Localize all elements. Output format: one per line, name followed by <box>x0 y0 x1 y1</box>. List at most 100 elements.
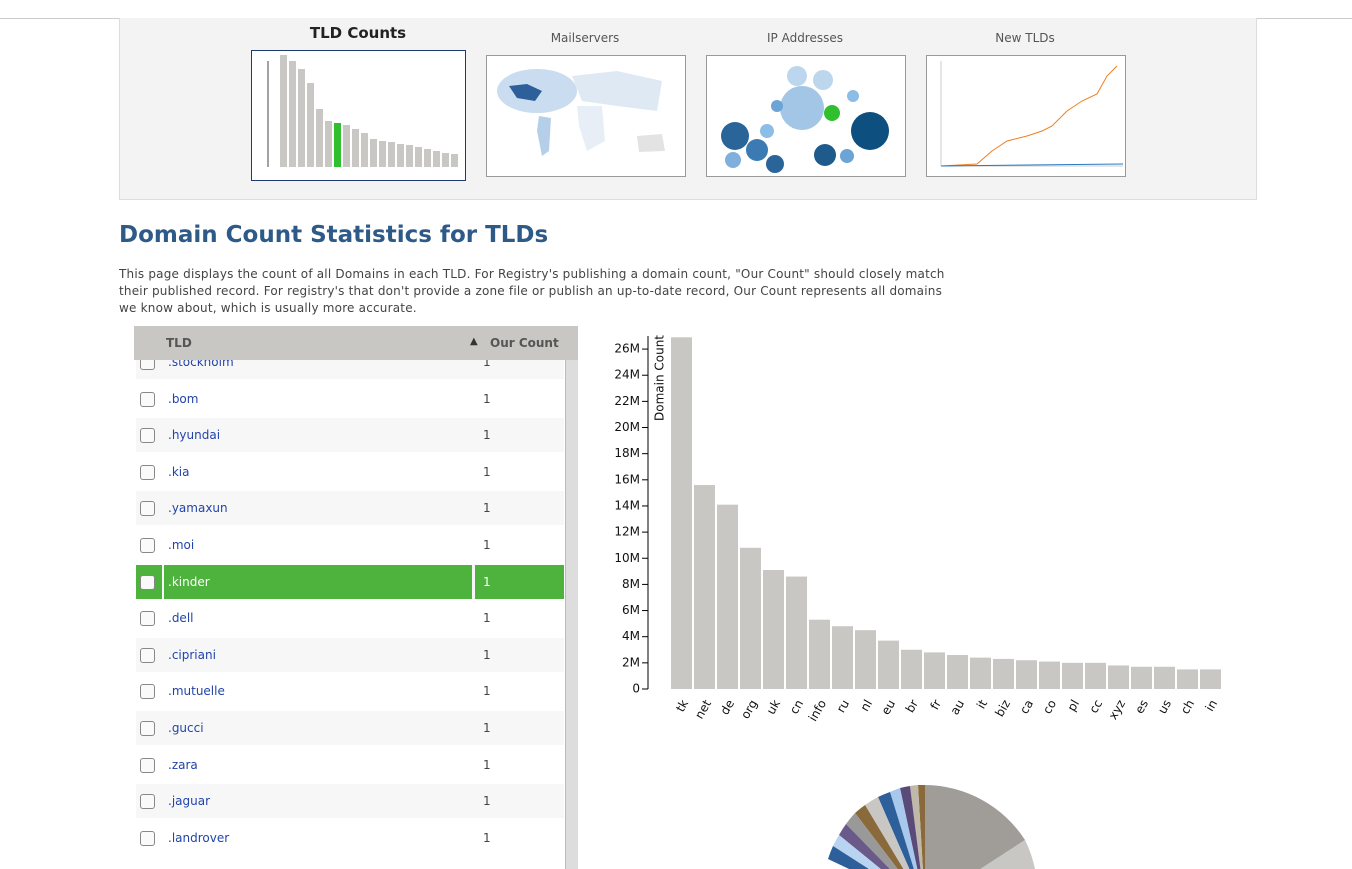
x-tick-label: tk <box>673 697 691 714</box>
column-header[interactable]: TLD <box>166 336 192 350</box>
x-tick-label: us <box>1155 697 1174 716</box>
tld-cell: .kia <box>168 464 190 479</box>
x-tick-label: fr <box>927 697 944 712</box>
bar <box>1177 669 1198 689</box>
checkbox[interactable] <box>140 391 155 407</box>
thumbnail-art <box>721 66 889 173</box>
table-row[interactable]: .kia 1 <box>136 455 564 489</box>
bar <box>1200 669 1221 689</box>
table-row[interactable]: .zara 1 <box>136 748 564 782</box>
tld-cell: .jaguar <box>168 794 211 809</box>
bar <box>763 570 784 689</box>
checkbox[interactable] <box>140 684 155 700</box>
x-tick-label: biz <box>992 697 1013 719</box>
count-cell: 1 <box>483 360 491 369</box>
x-tick-label: uk <box>764 697 783 717</box>
column-header[interactable]: Our Count <box>490 336 559 350</box>
y-tick-label: 0 <box>632 682 640 696</box>
x-tick-label: cc <box>1086 697 1105 715</box>
tld-cell: .zara <box>168 757 198 772</box>
tab-label[interactable]: Mailservers <box>550 31 620 45</box>
bar <box>1016 660 1037 689</box>
table-row[interactable]: .kinder 1 <box>136 564 564 599</box>
thumbnail[interactable] <box>486 55 686 177</box>
tab-label[interactable]: TLD Counts <box>309 24 407 42</box>
checkbox[interactable] <box>140 501 155 517</box>
x-tick-label: co <box>1040 697 1059 716</box>
tld-cell: .mutuelle <box>168 684 225 699</box>
count-cell: 1 <box>483 428 491 443</box>
count-cell: 1 <box>483 721 491 735</box>
scrollbar[interactable] <box>565 360 578 869</box>
table-row[interactable]: .jaguar 1 <box>136 784 564 819</box>
table-row[interactable]: .landrover 1 <box>136 821 564 855</box>
table-row[interactable]: .yamaxun 1 <box>136 491 564 526</box>
bar <box>740 547 761 689</box>
tld-cell: .cipriani <box>168 647 216 662</box>
x-tick-label: org <box>738 697 760 721</box>
y-tick-label: 4M <box>622 629 640 643</box>
checkbox[interactable] <box>140 538 155 553</box>
bar <box>855 630 876 689</box>
count-cell: 1 <box>483 611 491 626</box>
checkbox[interactable] <box>140 794 155 810</box>
tld-cell: .dell <box>168 611 194 626</box>
bar <box>970 657 991 689</box>
tld-cell: .hyundai <box>168 428 221 443</box>
checkbox[interactable] <box>140 757 155 773</box>
pie-chart <box>828 784 1035 869</box>
thumbnail-art <box>487 56 685 176</box>
table-row[interactable]: .mutuelle 1 <box>136 674 564 708</box>
tld-cell: .kinder <box>164 564 472 599</box>
x-tick-label: ru <box>834 697 852 715</box>
checkbox[interactable] <box>140 611 155 627</box>
checkbox[interactable] <box>140 360 155 370</box>
count-cell: 1 <box>483 538 491 552</box>
checkbox[interactable] <box>140 464 155 480</box>
description: This page displays the count of all Doma… <box>119 267 945 315</box>
bar <box>1108 665 1129 689</box>
thumbnail[interactable] <box>251 50 466 181</box>
bar <box>809 619 830 689</box>
page-heading: Domain Count Statistics for TLDs <box>119 222 549 248</box>
table-row[interactable]: .bom 1 <box>136 382 564 416</box>
table-row[interactable]: .hyundai 1 <box>136 418 564 453</box>
y-axis-label: Domain Count <box>653 335 667 421</box>
bar <box>924 652 945 689</box>
thumbnail[interactable] <box>706 55 906 177</box>
x-tick-label: pl <box>1065 697 1083 713</box>
bar <box>717 504 738 689</box>
checkbox[interactable] <box>140 574 155 590</box>
x-tick-label: it <box>974 697 990 711</box>
x-tick-label: es <box>1132 697 1151 716</box>
x-tick-label: in <box>1203 697 1221 713</box>
y-tick-label: 6M <box>622 603 640 617</box>
tld-cell: .bom <box>168 391 199 406</box>
bar <box>901 649 922 689</box>
checkbox[interactable] <box>140 721 155 736</box>
table-row[interactable]: .dell 1 <box>136 601 564 635</box>
thumbnail[interactable] <box>926 55 1126 177</box>
tld-cell: .landrover <box>168 830 230 845</box>
thumbnail-art <box>940 61 1124 167</box>
table-row[interactable]: .moi 1 <box>136 528 564 562</box>
count-cell: 1 <box>483 757 491 772</box>
sort-icon[interactable]: ▲︎ <box>470 336 478 347</box>
checkbox[interactable] <box>140 428 155 444</box>
x-tick-label: br <box>903 697 921 715</box>
tab-label[interactable]: IP Addresses <box>766 31 843 45</box>
table-row[interactable]: .gucci 1 <box>136 711 564 745</box>
bar <box>786 576 807 689</box>
bar <box>832 626 853 689</box>
y-tick-label: 20M <box>614 420 640 434</box>
table-row[interactable]: .stockholm 1 <box>136 360 564 379</box>
count-cell: 1 <box>483 684 491 699</box>
checkbox[interactable] <box>140 647 155 663</box>
checkbox[interactable] <box>140 830 155 846</box>
table-row[interactable]: .cipriani 1 <box>136 637 564 672</box>
x-tick-label: au <box>948 697 968 717</box>
count-cell: 1 <box>483 830 491 845</box>
tab-label[interactable]: New TLDs <box>995 31 1055 45</box>
y-tick-label: 22M <box>614 394 640 408</box>
